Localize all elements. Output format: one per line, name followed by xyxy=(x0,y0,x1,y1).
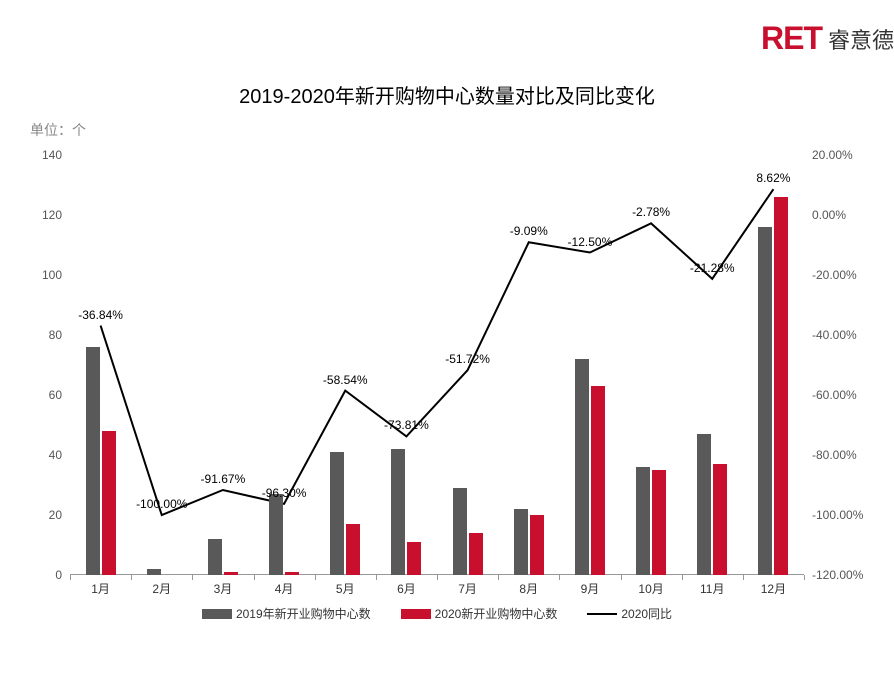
x-axis: 1月 2月 3月 4月 5月 6月 7月 8月 9月 10月 11月 12月 xyxy=(70,580,804,600)
y-left-tick: 140 xyxy=(42,148,62,162)
y-left-tick: 100 xyxy=(42,268,62,282)
bar-2020 xyxy=(407,542,421,575)
x-tick: 9月 xyxy=(581,580,600,597)
logo-text: 睿意德 xyxy=(828,23,894,55)
y-right-tick: -20.00% xyxy=(812,268,857,282)
plot-area: -36.84% -100.00% -91.67% -96.30% -58.54% -73.… xyxy=(70,155,804,575)
x-tick: 7月 xyxy=(458,580,477,597)
yoy-line xyxy=(101,189,774,515)
y-right-tick: -60.00% xyxy=(812,388,857,402)
bar-2020 xyxy=(224,572,238,575)
unit-label: 单位：个 xyxy=(30,120,86,140)
bar-2020 xyxy=(652,470,666,575)
bar-2019 xyxy=(86,347,100,575)
y-right-tick: 20.00% xyxy=(812,148,853,162)
y-right-tick: -40.00% xyxy=(812,328,857,342)
x-tick-mark xyxy=(804,575,805,580)
logo-mark: RET xyxy=(761,20,822,57)
y-axis-right: -120.00%-100.00%-80.00%-60.00%-40.00%-20… xyxy=(804,155,864,575)
line-point-label: -9.09% xyxy=(510,224,548,238)
bar-2020 xyxy=(346,524,360,575)
bar-2019 xyxy=(147,569,161,575)
bar-2019 xyxy=(453,488,467,575)
x-tick: 6月 xyxy=(397,580,416,597)
legend: 2019年新开业购物中心数 2020新开业购物中心数 2020同比 xyxy=(70,605,804,622)
legend-label: 2020新开业购物中心数 xyxy=(435,605,558,622)
legend-bar-swatch xyxy=(401,609,431,619)
y-right-tick: 0.00% xyxy=(812,208,846,222)
bar-2019 xyxy=(575,359,589,575)
x-tick: 1月 xyxy=(91,580,110,597)
x-tick: 12月 xyxy=(761,580,786,597)
y-left-tick: 40 xyxy=(49,448,62,462)
y-axis-left: 020406080100120140 xyxy=(30,155,70,575)
line-point-label: -91.67% xyxy=(201,472,246,486)
line-point-label: -36.84% xyxy=(78,308,123,322)
x-tick: 4月 xyxy=(275,580,294,597)
line-point-label: -51.72% xyxy=(445,352,490,366)
legend-label: 2020同比 xyxy=(621,605,672,622)
x-tick: 5月 xyxy=(336,580,355,597)
bar-2019 xyxy=(208,539,222,575)
line-point-label: -73.81% xyxy=(384,418,429,432)
line-point-label: -100.00% xyxy=(136,497,187,511)
x-tick: 8月 xyxy=(519,580,538,597)
bar-2020 xyxy=(774,197,788,575)
bar-2020 xyxy=(530,515,544,575)
y-right-tick: -80.00% xyxy=(812,448,857,462)
bar-2019 xyxy=(697,434,711,575)
x-tick: 10月 xyxy=(638,580,663,597)
brand-logo: RET 睿意德 xyxy=(761,20,894,57)
y-left-tick: 120 xyxy=(42,208,62,222)
bar-2020 xyxy=(102,431,116,575)
line-point-label: -2.78% xyxy=(632,205,670,219)
y-left-tick: 80 xyxy=(49,328,62,342)
line-point-label: -96.30% xyxy=(262,486,307,500)
chart-title: 2019-2020年新开购物中心数量对比及同比变化 xyxy=(239,80,655,109)
legend-item: 2020新开业购物中心数 xyxy=(401,605,558,622)
bar-2019 xyxy=(330,452,344,575)
line-point-label: -58.54% xyxy=(323,373,368,387)
y-right-tick: -100.00% xyxy=(812,508,863,522)
line-series xyxy=(70,155,804,575)
y-left-tick: 60 xyxy=(49,388,62,402)
y-right-tick: -120.00% xyxy=(812,568,863,582)
bar-2019 xyxy=(391,449,405,575)
bar-2019 xyxy=(514,509,528,575)
legend-line-swatch xyxy=(587,613,617,615)
bar-2019 xyxy=(269,494,283,575)
y-left-tick: 20 xyxy=(49,508,62,522)
bar-2020 xyxy=(713,464,727,575)
x-tick: 3月 xyxy=(214,580,233,597)
bar-2019 xyxy=(758,227,772,575)
legend-item: 2020同比 xyxy=(587,605,672,622)
chart: 0 20 40 60 80 100 120 140 -120.00% -100.00% -80.0… xyxy=(30,145,864,625)
x-tick: 11月 xyxy=(700,580,724,597)
bar-2020 xyxy=(285,572,299,575)
line-point-label: -21.28% xyxy=(690,261,735,275)
bar-2020 xyxy=(469,533,483,575)
y-left-tick: 0 xyxy=(55,568,62,582)
line-point-label: 8.62% xyxy=(756,171,790,185)
bar-2020 xyxy=(591,386,605,575)
legend-label: 2019年新开业购物中心数 xyxy=(236,605,371,622)
legend-item: 2019年新开业购物中心数 xyxy=(202,605,371,622)
legend-bar-swatch xyxy=(202,609,232,619)
x-tick: 2月 xyxy=(152,580,171,597)
line-point-label: -12.50% xyxy=(568,235,613,249)
bar-2019 xyxy=(636,467,650,575)
